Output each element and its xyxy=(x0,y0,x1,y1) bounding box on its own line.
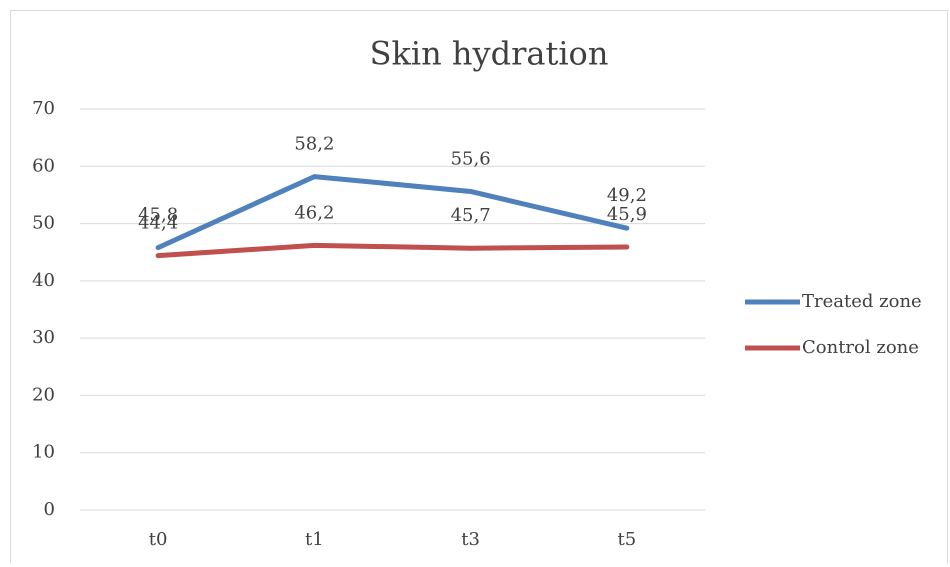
y-tick-label: 60 xyxy=(32,155,55,176)
legend-label: Treated zone xyxy=(802,291,922,312)
legend-label: Control zone xyxy=(802,337,919,358)
series-line xyxy=(155,242,630,259)
chart-border xyxy=(10,10,948,567)
y-tick-label: 10 xyxy=(32,442,55,463)
data-label: 46,2 xyxy=(294,202,334,223)
y-tick-label: 70 xyxy=(32,98,55,119)
data-label: 55,6 xyxy=(451,148,491,169)
x-tick-label: t1 xyxy=(305,529,324,550)
y-tick-label: 20 xyxy=(32,384,55,405)
x-tick-label: t5 xyxy=(618,529,637,550)
series-line xyxy=(155,174,630,251)
data-label: 44,4 xyxy=(138,213,178,234)
y-tick-label: 0 xyxy=(44,499,55,520)
chart-title: Skin hydration xyxy=(370,35,609,73)
y-tick-label: 40 xyxy=(32,270,55,291)
data-label: 45,7 xyxy=(451,205,491,226)
data-label: 45,8 xyxy=(138,205,178,226)
x-tick-label: t3 xyxy=(461,529,480,550)
x-tick-label: t0 xyxy=(149,529,168,550)
data-label: 58,2 xyxy=(294,134,334,155)
y-tick-label: 30 xyxy=(32,327,55,348)
data-label: 49,2 xyxy=(607,185,647,206)
y-tick-label: 50 xyxy=(32,213,55,234)
data-label: 45,9 xyxy=(607,204,647,225)
